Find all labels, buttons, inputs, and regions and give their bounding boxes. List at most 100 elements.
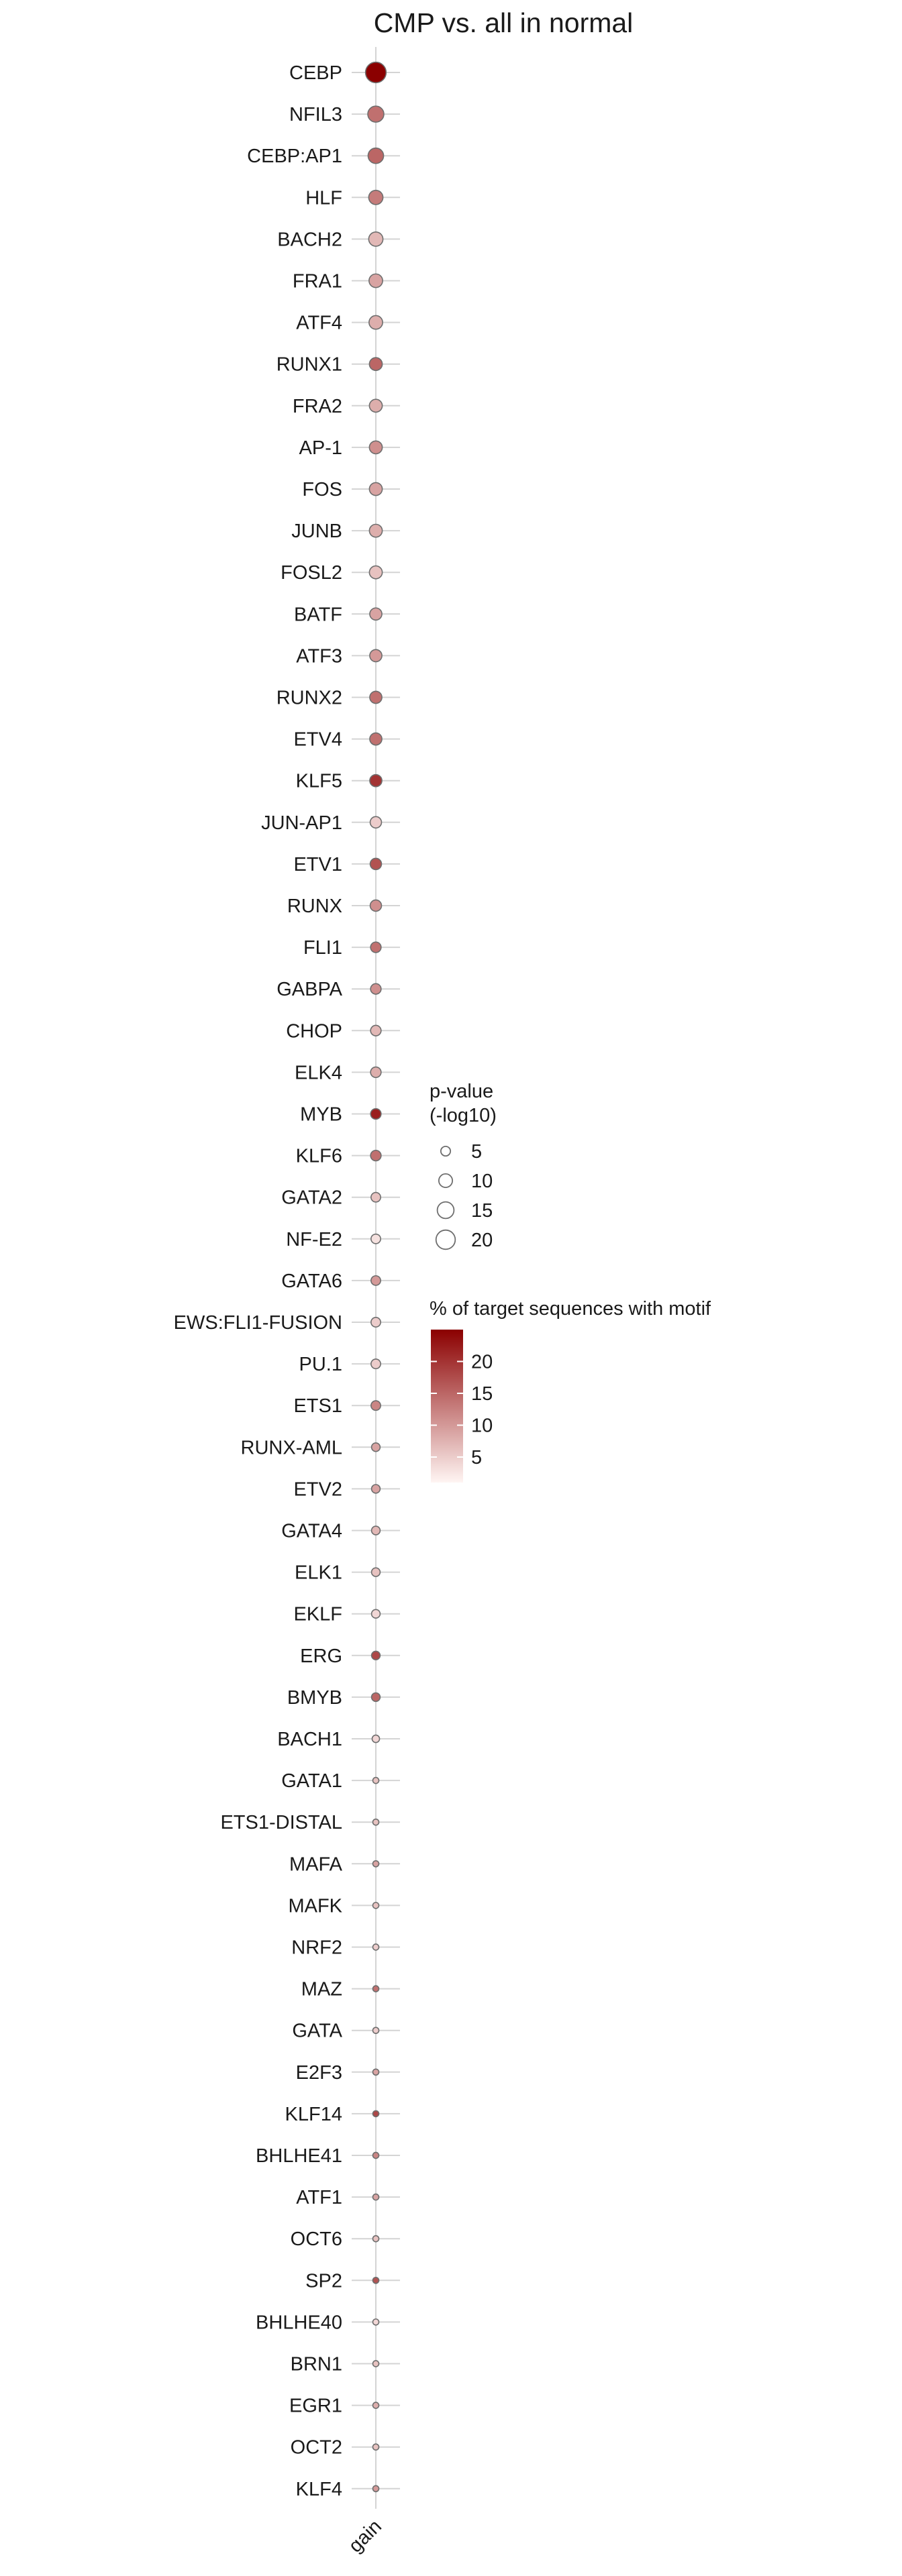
size-legend-circle <box>436 1201 455 1220</box>
y-tick-label: BATF <box>294 604 342 625</box>
y-tick-label: GATA2 <box>281 1187 342 1209</box>
y-tick-label: PU.1 <box>299 1354 342 1375</box>
y-tick-label: GATA4 <box>281 1521 342 1542</box>
y-tick-label: ELK1 <box>295 1562 342 1584</box>
y-tick-label: BHLHE40 <box>256 2312 342 2333</box>
data-point <box>372 2027 380 2035</box>
y-tick-label: GATA <box>292 2021 342 2042</box>
y-tick-label: ETV1 <box>293 854 342 875</box>
data-point <box>372 2151 380 2159</box>
data-point <box>368 315 383 330</box>
y-tick-label: FLI1 <box>303 937 342 959</box>
y-tick-label: JUNB <box>291 521 342 542</box>
data-point <box>368 273 383 288</box>
data-point <box>368 231 384 247</box>
y-tick-label: MAFA <box>289 1854 343 1875</box>
data-point <box>370 1358 381 1370</box>
y-tick-label: CEBP:AP1 <box>247 146 342 167</box>
colorbar-tick-label: 15 <box>471 1383 493 1405</box>
y-tick-label: FOS <box>302 479 342 500</box>
data-point <box>369 857 383 871</box>
y-tick-label: RUNX1 <box>277 354 342 376</box>
y-tick-label: BMYB <box>287 1687 342 1709</box>
data-point <box>370 1525 381 1536</box>
data-point <box>371 1734 381 1743</box>
y-tick-label: ETV2 <box>293 1479 342 1500</box>
y-tick-label: NFIL3 <box>289 104 342 125</box>
y-tick-label: RUNX <box>287 896 342 917</box>
y-tick-label: JUN-AP1 <box>261 812 342 834</box>
y-tick-label: GABPA <box>277 979 342 1000</box>
data-point <box>368 440 383 455</box>
data-point <box>369 607 383 621</box>
y-tick-label: GATA1 <box>281 1770 342 1792</box>
data-point <box>370 1400 381 1411</box>
size-legend-circle <box>440 1145 452 1157</box>
colorbar-tick-label: 10 <box>471 1415 493 1437</box>
size-legend-label: 20 <box>471 1230 493 1251</box>
y-tick-label: KLF6 <box>296 1146 342 1167</box>
data-point <box>372 2443 380 2451</box>
y-tick-label: EGR1 <box>289 2396 342 2417</box>
data-point <box>372 1985 380 1992</box>
colorbar <box>431 1330 463 1483</box>
y-tick-label: GATA6 <box>281 1271 342 1292</box>
data-point <box>372 1902 380 1909</box>
data-point <box>367 105 385 123</box>
data-point <box>368 189 384 205</box>
data-point <box>370 1317 381 1328</box>
data-point <box>369 649 383 663</box>
size-legend-title-line-1: p-value <box>430 1081 493 1102</box>
data-point <box>372 2276 380 2284</box>
size-legend-label: 10 <box>471 1171 493 1192</box>
size-legend-circle <box>435 1229 456 1250</box>
data-point <box>372 1943 380 1951</box>
y-tick-label: CHOP <box>286 1020 342 1042</box>
y-tick-label: FRA1 <box>293 271 342 292</box>
data-point <box>368 565 383 580</box>
data-point <box>369 773 383 788</box>
data-point <box>370 1567 381 1577</box>
size-legend-label: 15 <box>471 1200 493 1222</box>
data-point <box>368 398 383 413</box>
y-tick-label: ETS1 <box>293 1395 342 1417</box>
data-point <box>370 1275 381 1286</box>
y-tick-label: OCT6 <box>291 2229 342 2250</box>
y-tick-labels: CEBP NFIL3 CEBP:AP1 HLF BACH2 FRA1 ATF4 RUNX1 FR… <box>174 62 343 2500</box>
y-tick-label: FRA2 <box>293 396 342 417</box>
y-tick-label: RUNX2 <box>277 688 342 709</box>
data-point <box>372 2318 380 2326</box>
y-tick-label: KLF14 <box>285 2104 342 2125</box>
y-tick-label: EKLF <box>293 1604 342 1625</box>
data-point <box>372 2110 380 2118</box>
chart-title: CMP vs. all in normal <box>374 7 634 38</box>
data-point <box>370 1149 382 1162</box>
data-point <box>370 1108 382 1120</box>
data-point <box>370 1442 381 1452</box>
data-point <box>364 61 387 84</box>
y-tick-label: BACH2 <box>277 229 342 250</box>
y-tick-label: ATF3 <box>296 645 342 667</box>
data-point <box>368 482 383 496</box>
y-tick-label: NF-E2 <box>286 1229 342 1250</box>
y-tick-label: ERG <box>300 1646 342 1667</box>
y-tick-label: MAZ <box>301 1979 342 2000</box>
data-point <box>372 2235 380 2243</box>
size-legend: p-value (-log10) 5 10 15 20 <box>430 1081 497 1251</box>
data-point <box>372 1818 380 1826</box>
y-tick-label: AP-1 <box>299 437 342 459</box>
data-point <box>368 523 383 538</box>
data-point <box>368 357 383 372</box>
data-point <box>370 941 382 953</box>
y-tick-label: KLF5 <box>296 771 342 792</box>
data-point <box>369 899 383 912</box>
data-point <box>372 2193 380 2201</box>
data-point <box>372 1860 380 1868</box>
data-point <box>367 147 385 164</box>
data-point <box>370 1066 382 1079</box>
y-tick-label: ATF4 <box>296 313 342 334</box>
y-tick-label: MAFK <box>288 1895 342 1917</box>
data-point <box>369 690 383 704</box>
x-tick-label: gain <box>345 2516 386 2557</box>
size-legend-title-line-2: (-log10) <box>430 1105 497 1126</box>
